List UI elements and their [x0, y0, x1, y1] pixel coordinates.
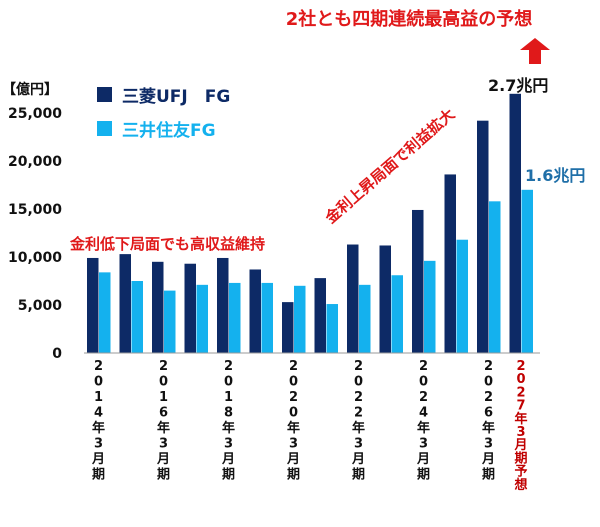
bar-smbc: [294, 285, 306, 353]
bar-smbc: [489, 201, 501, 353]
y-tick-label: 0: [52, 346, 62, 362]
bar-mufg: [444, 174, 456, 353]
chart-title: 2社とも四期連続最高益の予想: [286, 8, 533, 30]
y-tick-label: 15,000: [8, 202, 62, 218]
y-tick-label: 5,000: [18, 298, 63, 314]
y-tick-label: 25,000: [8, 106, 62, 122]
bar-mufg: [249, 269, 261, 353]
bar-smbc: [456, 239, 468, 353]
x-tick-label: 2 0 2 7 年 3 月期予想: [513, 359, 527, 493]
x-tick-label: 2 0 2 6 年 3 月期: [481, 359, 495, 483]
y-tick-label: 10,000: [8, 250, 62, 266]
x-tick-label: 2 0 2 2 年 3 月期: [351, 359, 365, 483]
bar-smbc: [164, 290, 176, 353]
bar-smbc: [261, 282, 273, 353]
bar-mufg: [217, 257, 229, 353]
bar-mufg: [509, 93, 521, 354]
bar-smbc: [99, 272, 111, 353]
legend: 三菱UFJ FG 三井住友FG: [97, 87, 230, 141]
x-tick-label: 2 0 1 4 年 3 月期: [91, 359, 105, 483]
bar-mufg: [87, 257, 99, 353]
bar-smbc: [131, 281, 143, 353]
annotation-rising-rate: 金利上昇局面で利益拡大: [321, 105, 458, 228]
bar-mufg: [347, 244, 359, 353]
x-tick-label: 2 0 2 0 年 3 月期: [286, 359, 300, 483]
bar-mufg: [119, 254, 131, 353]
bar-mufg: [477, 120, 489, 354]
legend-label-smbc: 三井住友FG: [122, 120, 216, 141]
y-axis-label: 【億円】: [2, 81, 58, 98]
bar-mufg: [282, 302, 294, 353]
value-label-mufg: 2.7兆円: [488, 76, 548, 95]
bar-mufg: [412, 209, 424, 353]
bar-smbc: [391, 275, 403, 353]
bar-mufg: [379, 245, 391, 353]
annotation-low-rate: 金利低下局面でも高収益維持: [69, 235, 265, 253]
bar-smbc: [424, 260, 436, 353]
y-tick-label: 20,000: [8, 154, 62, 170]
bar-smbc: [359, 284, 371, 353]
legend-swatch-smbc: [97, 121, 112, 136]
bar-mufg: [152, 261, 164, 353]
x-tick-label: 2 0 1 6 年 3 月期: [156, 359, 170, 483]
bar-smbc: [326, 304, 338, 353]
bar-mufg: [184, 263, 196, 353]
value-label-smbc: 1.6兆円: [525, 166, 585, 185]
legend-swatch-mufg: [97, 87, 112, 102]
bar-smbc: [521, 189, 533, 353]
x-tick-label: 2 0 2 4 年 3 月期: [416, 359, 430, 483]
legend-label-mufg: 三菱UFJ FG: [122, 87, 230, 107]
bar-mufg: [314, 278, 326, 353]
bar-smbc: [229, 282, 241, 353]
bar-smbc: [196, 284, 208, 353]
arrow-up-icon: [520, 38, 550, 64]
x-tick-label: 2 0 1 8 年 3 月期: [221, 359, 235, 483]
